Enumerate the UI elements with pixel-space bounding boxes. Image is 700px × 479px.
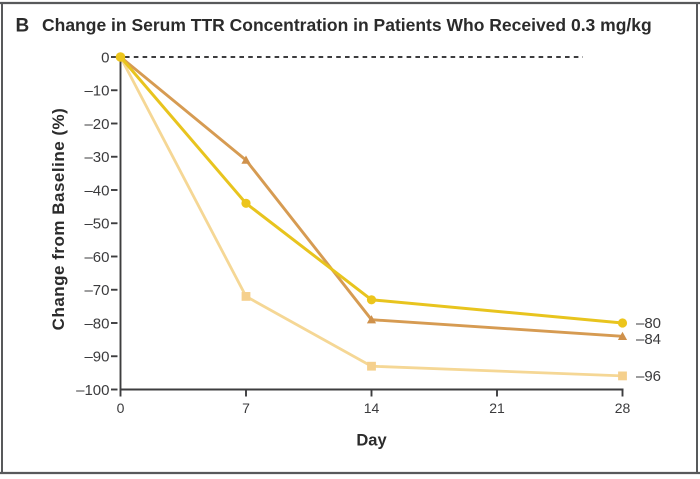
svg-text:–84: –84 bbox=[636, 331, 661, 348]
svg-text:21: 21 bbox=[489, 400, 505, 416]
svg-text:–80: –80 bbox=[636, 315, 661, 332]
svg-text:–80: –80 bbox=[84, 315, 109, 332]
svg-text:Day: Day bbox=[356, 432, 387, 450]
svg-text:28: 28 bbox=[615, 400, 631, 416]
svg-text:7: 7 bbox=[242, 400, 250, 416]
svg-text:–50: –50 bbox=[84, 216, 109, 233]
svg-text:0: 0 bbox=[117, 400, 125, 416]
svg-text:Change in Serum TTR Concentrat: Change in Serum TTR Concentration in Pat… bbox=[42, 15, 652, 35]
svg-text:–20: –20 bbox=[84, 116, 109, 133]
svg-text:–100: –100 bbox=[76, 382, 109, 399]
svg-text:–60: –60 bbox=[84, 249, 109, 266]
svg-text:Change from Baseline (%): Change from Baseline (%) bbox=[49, 108, 68, 331]
svg-text:–40: –40 bbox=[84, 182, 109, 199]
svg-text:–90: –90 bbox=[84, 349, 109, 366]
svg-text:14: 14 bbox=[364, 400, 380, 416]
svg-text:–70: –70 bbox=[84, 282, 109, 299]
svg-text:B: B bbox=[16, 16, 30, 37]
svg-text:–30: –30 bbox=[84, 149, 109, 166]
svg-text:0: 0 bbox=[101, 49, 109, 66]
svg-text:–10: –10 bbox=[84, 83, 109, 100]
svg-text:–96: –96 bbox=[636, 368, 661, 385]
